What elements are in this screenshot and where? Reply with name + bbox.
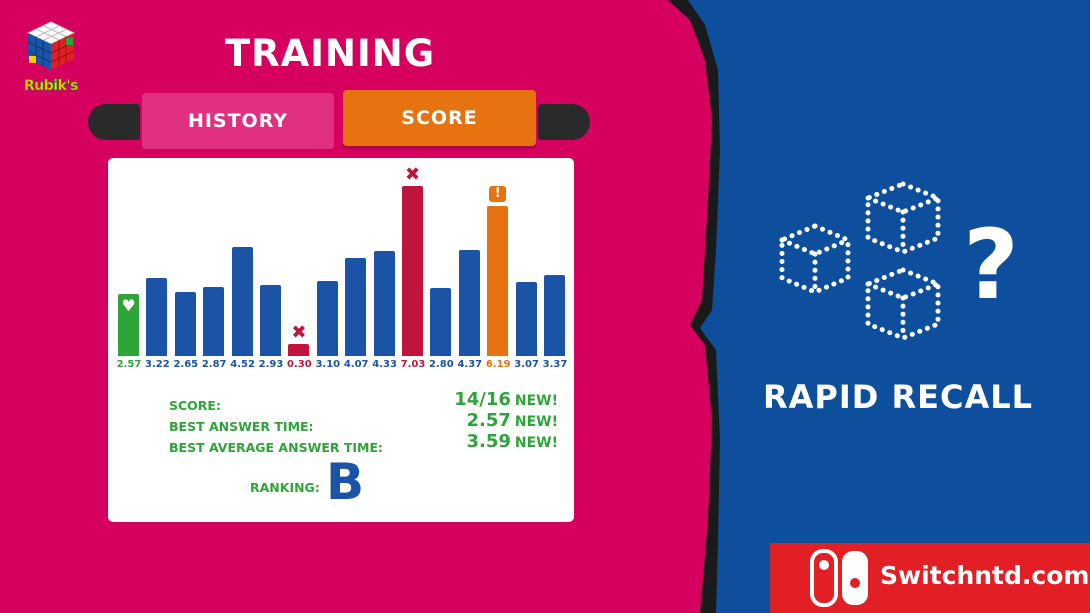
chart-bar-label: 7.03: [400, 359, 426, 370]
ranking-label: RANKING:: [250, 480, 320, 495]
chart-bar: [458, 250, 480, 356]
rubiks-cube-icon: [26, 21, 76, 70]
chart-bar-label: 2.80: [429, 359, 454, 370]
chart-bar-label: 2.87: [201, 359, 227, 370]
best-answer-time-number: 2.57: [466, 410, 511, 431]
best-average-answer-time-label: BEST AVERAGE ANSWER TIME:: [169, 440, 384, 455]
tab-history[interactable]: HISTORY: [142, 93, 334, 149]
best-average-answer-time-new-badge: NEW!: [514, 435, 558, 451]
chart-bar: [118, 293, 139, 356]
chart-bar-label: 4.07: [343, 359, 369, 370]
chart-bar: [146, 278, 168, 356]
watermark-text: Switchntd.com: [880, 561, 1090, 590]
chart-bar: [288, 344, 310, 356]
chart-bar: [402, 186, 423, 356]
game-mode-title: RAPID RECALL: [763, 378, 1033, 416]
chart-bar: [203, 286, 225, 356]
heart-icon: ♥: [121, 295, 136, 315]
best-average-answer-time-value: 3.59 NEW!: [466, 431, 558, 452]
best-answer-time-value: 2.57 NEW!: [466, 410, 558, 431]
score-value-number: 14/16: [454, 389, 511, 410]
nintendo-switch-icon: [810, 549, 868, 607]
score-new-badge: NEW!: [514, 393, 558, 409]
chart-bar: [487, 206, 509, 356]
best-answer-time-label: BEST ANSWER TIME:: [169, 419, 314, 434]
chart-bar: [316, 281, 338, 356]
watermark-banner: Switchntd.com: [770, 543, 1090, 613]
score-label: SCORE:: [169, 398, 221, 413]
exclamation-icon: !: [489, 186, 507, 203]
chart-bar-label: 3.37: [542, 359, 568, 370]
chart-bar-label: 3.07: [514, 359, 539, 370]
chart-bar: [544, 274, 565, 356]
tab-score[interactable]: SCORE: [343, 90, 536, 146]
ranking-letter: B: [326, 453, 365, 511]
rubiks-logo: Rubik's: [22, 18, 80, 98]
chart-bar-label: 0.30: [287, 359, 312, 370]
score-value: 14/16 NEW!: [454, 389, 558, 410]
chart-bar-label: 2.57: [116, 359, 142, 370]
chart-bar: [373, 251, 395, 356]
dotted-cubes-question-icon: ?: [779, 181, 1019, 341]
question-mark-icon: ?: [963, 209, 1019, 321]
chart-bar: [174, 291, 196, 356]
chart-bar-label: 2.65: [173, 359, 199, 370]
results-panel: 2.57 ♥ 3.22 2.65 2.87 4.52 2.93 0.30 ✖ 3.10 4.07 4.…: [108, 158, 574, 522]
cross-icon: ✖: [404, 164, 421, 185]
chart-bar-label: 3.22: [145, 359, 170, 370]
logo-text: Rubik's: [24, 78, 79, 95]
chart-bar-label: 4.37: [457, 359, 483, 370]
chart-bar: [345, 257, 367, 356]
chart-bar-label: 2.93: [258, 359, 284, 370]
chart-bar-label: 6.19: [485, 359, 511, 370]
chart-bar: [515, 281, 537, 356]
chart-bar: [260, 285, 281, 356]
cross-icon: ✖: [291, 322, 307, 343]
page-title: TRAINING: [224, 32, 436, 75]
chart-bar-label: 4.52: [230, 359, 255, 370]
chart-bar-label: 4.33: [372, 359, 397, 370]
chart-bar-label: 3.10: [315, 359, 341, 370]
best-average-answer-time-number: 3.59: [466, 431, 511, 452]
best-answer-time-new-badge: NEW!: [514, 414, 558, 430]
chart-bar: [231, 246, 253, 356]
tab-bar-cap-right: [538, 104, 590, 140]
tab-bar-cap-left: [88, 104, 140, 140]
chart-bar: [430, 288, 452, 356]
